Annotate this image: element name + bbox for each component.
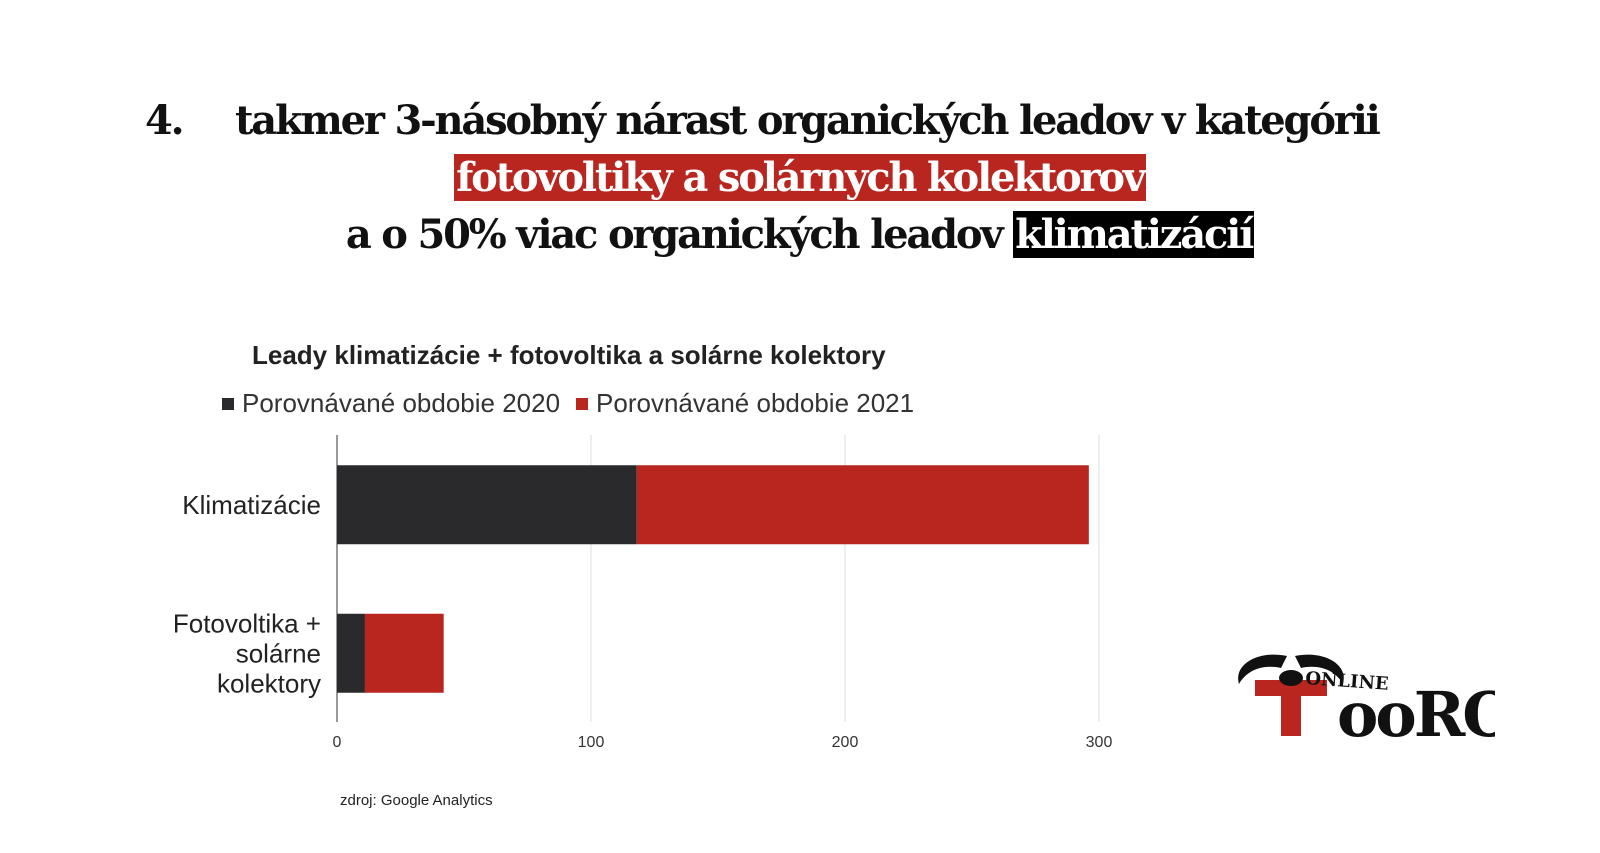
headline-line-2: fotovoltiky a solárnych kolektorov (0, 149, 1600, 206)
x-tick-label: 100 (578, 734, 605, 751)
logo-text-toro: ooRO (1337, 678, 1495, 750)
chart-title: Leady klimatizácie + fotovoltika a solár… (252, 340, 886, 370)
x-tick-label: 300 (1086, 734, 1113, 751)
category-label: solárne (236, 638, 321, 668)
chart-legend: Porovnávané obdobie 2020 Porovnávané obd… (222, 388, 914, 419)
legend-label-2020: Porovnávané obdobie 2020 (242, 388, 561, 418)
bar-2020-0 (337, 465, 637, 545)
source-note: zdroj: Google Analytics (340, 792, 493, 809)
legend-swatch-2020 (222, 397, 234, 410)
category-label: Fotovoltika + (173, 608, 321, 638)
legend-swatch-2021 (576, 397, 589, 410)
logo: ooRO ONLINE (1235, 650, 1517, 751)
headline-line1-text: takmer 3-násobný nárast organických lead… (235, 97, 1381, 144)
category-label: kolektory (217, 668, 321, 698)
headline-line3-text: a o 50% viac organických leadov (345, 211, 1014, 258)
category-label: Klimatizácie (182, 490, 321, 520)
bull-horns-icon: ooRO ONLINE (1238, 654, 1517, 751)
headline-highlight-photovoltaics: fotovoltiky a solárnych kolektorov (454, 154, 1146, 201)
bar-2020-1 (337, 613, 365, 693)
headline-highlight-aircon: klimatizácií (1013, 211, 1254, 258)
x-tick-label: 200 (832, 734, 859, 751)
bar-2021-0 (636, 465, 1089, 545)
x-tick-label: 0 (333, 734, 342, 751)
headline-line-3: a o 50% viac organických leadov klimatiz… (0, 206, 1600, 263)
headline-line-1: 4. takmer 3-násobný nárast organických le… (145, 92, 1381, 149)
headline-number: 4. (145, 97, 185, 144)
bar-2021-1 (364, 613, 444, 693)
legend-item-2020: Porovnávané obdobie 2020 (222, 388, 560, 419)
legend-item-2021: Porovnávané obdobie 2021 (576, 388, 914, 419)
legend-label-2021: Porovnávané obdobie 2021 (596, 388, 915, 418)
